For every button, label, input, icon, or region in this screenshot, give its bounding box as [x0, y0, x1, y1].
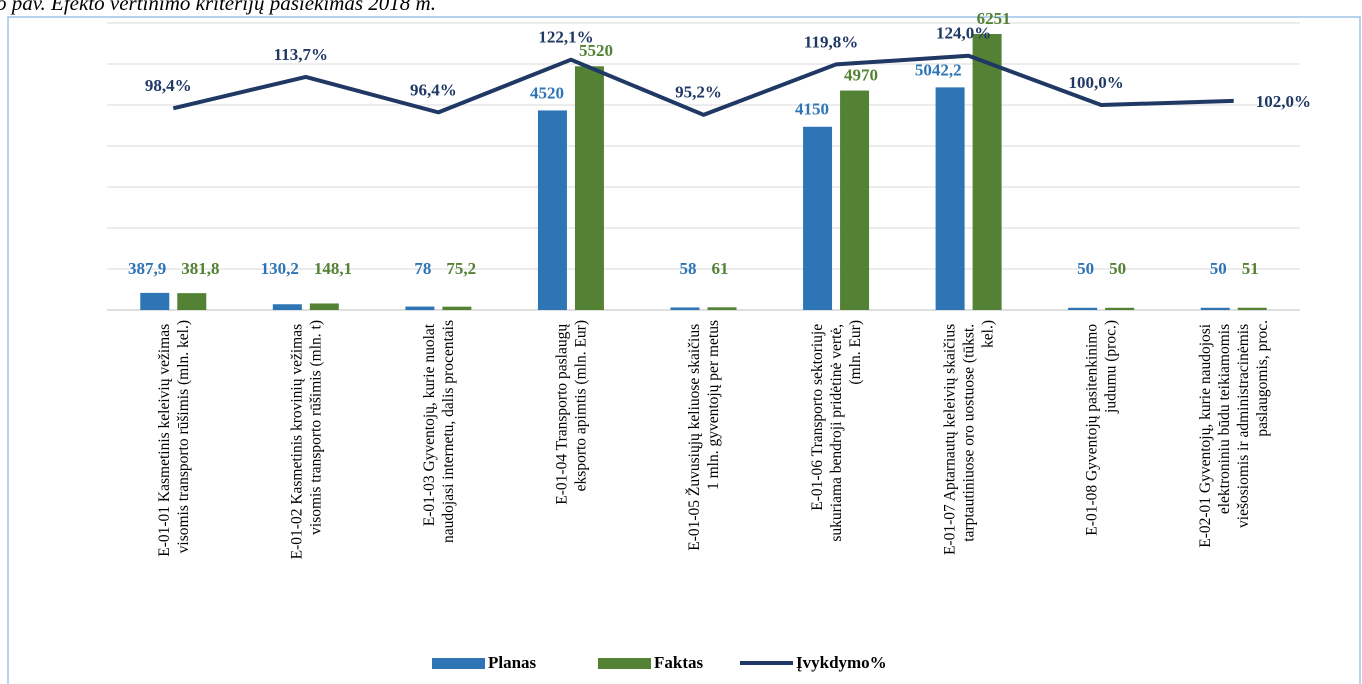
data-label: 119,8%	[804, 32, 858, 51]
bar	[803, 126, 833, 310]
data-label: 6251	[977, 9, 1011, 28]
data-label: 113,7%	[274, 45, 328, 64]
bar	[670, 307, 700, 310]
x-tick-label: E-01-05 Žuvusiųjų keliuose skaičius 1 ml…	[686, 320, 722, 551]
data-label: 387,9	[128, 259, 166, 278]
bar	[935, 87, 965, 310]
data-label: 102,0%	[1256, 92, 1311, 111]
data-label: 4970	[844, 65, 878, 84]
legend-swatch	[432, 658, 485, 669]
bar	[1200, 307, 1230, 310]
bar	[840, 90, 870, 310]
bar	[972, 33, 1002, 310]
data-label: 58	[680, 259, 697, 278]
bar	[707, 307, 737, 310]
bar	[140, 292, 170, 310]
legend-label: Planas	[488, 653, 537, 672]
data-label: 130,2	[261, 259, 299, 278]
data-label: 51	[1242, 259, 1259, 278]
data-label: 78	[414, 259, 431, 278]
data-label: 96,4%	[410, 80, 457, 99]
data-label: 50	[1210, 259, 1227, 278]
data-label: 4520	[530, 83, 564, 102]
chart-frame	[7, 16, 1361, 684]
x-tick-label: E-01-07 Aptarnautų keleivių skaičius tar…	[941, 320, 996, 555]
data-label: 61	[712, 259, 729, 278]
bar	[177, 293, 207, 310]
bar	[1068, 307, 1098, 310]
bar	[272, 304, 302, 310]
x-tick-label: E-02-01 Gyventojų, kurie naudojosi elekt…	[1197, 320, 1271, 548]
chart-title: o pav. Efekto vertinimo kriterijų pasiek…	[0, 0, 436, 15]
data-label: 50	[1077, 259, 1094, 278]
data-label: 4150	[795, 100, 829, 119]
x-tick-label: E-01-06 Transporto sektoriuje sukuriama …	[809, 320, 864, 542]
legend-label: Įvykdymo%	[796, 653, 887, 672]
data-label: 100,0%	[1069, 73, 1124, 92]
data-label: 122,1%	[538, 28, 593, 47]
data-label: 75,2	[446, 259, 476, 278]
data-label: 381,8	[181, 259, 219, 278]
bar	[405, 306, 435, 310]
data-label: 124,0%	[936, 24, 991, 43]
data-label: 95,2%	[675, 83, 722, 102]
data-label: 148,1	[314, 259, 352, 278]
data-label: 5520	[579, 41, 613, 60]
data-label: 5042,2	[915, 60, 962, 79]
legend-label: Faktas	[654, 653, 704, 672]
x-tick-label: E-01-04 Transporto paslaugų eksporto api…	[553, 320, 589, 505]
x-tick-label: E-01-08 Gyventojų pasitenkinimo judumu (…	[1083, 320, 1119, 536]
bar	[537, 110, 567, 310]
x-tick-label: E-01-03 Gyventojų, kurie nuolat naudojas…	[420, 320, 456, 543]
data-label: 98,4%	[145, 76, 192, 95]
legend-swatch	[598, 658, 651, 669]
bar	[1237, 307, 1267, 310]
bar	[442, 306, 472, 310]
x-tick-label: E-01-01 Kasmetinis keleivių vežimas viso…	[155, 320, 191, 557]
bar	[1105, 307, 1135, 310]
data-label: 50	[1109, 259, 1126, 278]
line	[172, 53, 1234, 117]
bar	[309, 303, 339, 310]
x-tick-label: E-01-02 Kasmetinis krovinių vežimas viso…	[288, 320, 324, 559]
bar	[574, 66, 604, 310]
